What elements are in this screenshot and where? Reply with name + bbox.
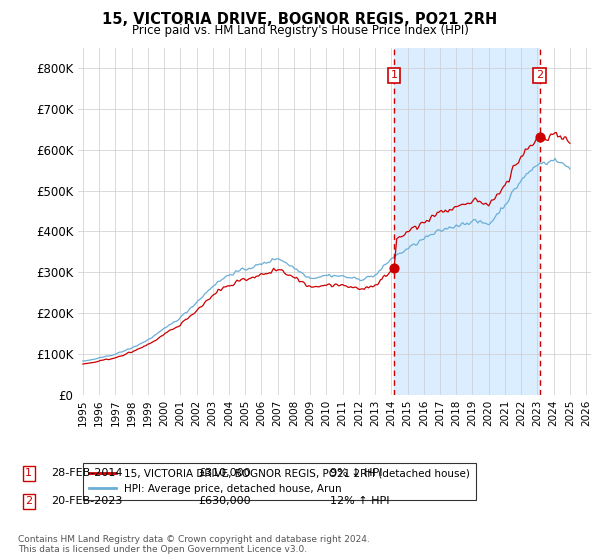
Point — [389, 264, 399, 273]
Text: 12% ↑ HPI: 12% ↑ HPI — [330, 496, 389, 506]
Text: 28-FEB-2014: 28-FEB-2014 — [51, 468, 122, 478]
Text: 1: 1 — [391, 71, 398, 81]
Text: Price paid vs. HM Land Registry's House Price Index (HPI): Price paid vs. HM Land Registry's House … — [131, 24, 469, 37]
Bar — [394, 48, 539, 395]
Text: £310,000: £310,000 — [198, 468, 251, 478]
Bar — [539, 48, 591, 395]
Text: £630,000: £630,000 — [198, 496, 251, 506]
Bar — [539, 48, 591, 395]
Point — [535, 133, 544, 142]
Text: Contains HM Land Registry data © Crown copyright and database right 2024.
This d: Contains HM Land Registry data © Crown c… — [18, 535, 370, 554]
Text: 2: 2 — [25, 496, 32, 506]
Legend: 15, VICTORIA DRIVE, BOGNOR REGIS, PO21 2RH (detached house), HPI: Average price,: 15, VICTORIA DRIVE, BOGNOR REGIS, PO21 2… — [83, 463, 476, 500]
Text: 1: 1 — [25, 468, 32, 478]
Text: 2: 2 — [536, 71, 543, 81]
Text: 20-FEB-2023: 20-FEB-2023 — [51, 496, 122, 506]
Text: 15, VICTORIA DRIVE, BOGNOR REGIS, PO21 2RH: 15, VICTORIA DRIVE, BOGNOR REGIS, PO21 2… — [103, 12, 497, 27]
Text: 9% ↓ HPI: 9% ↓ HPI — [330, 468, 383, 478]
